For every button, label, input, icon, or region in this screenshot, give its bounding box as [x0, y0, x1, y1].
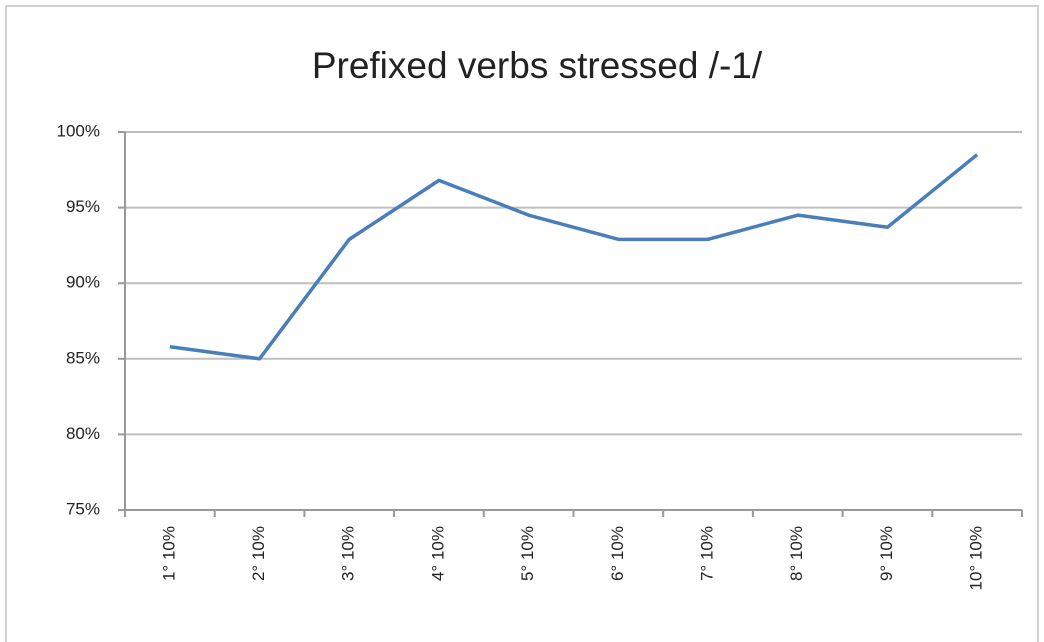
y-tick-label: 80% [66, 424, 100, 443]
x-tick-label: 7° 10% [698, 526, 717, 581]
y-tick-label: 100% [57, 121, 100, 140]
y-tick-label: 95% [66, 197, 100, 216]
y-tick-label: 75% [66, 499, 100, 518]
x-tick-label: 3° 10% [339, 526, 358, 581]
y-tick-label: 90% [66, 273, 100, 292]
chart-border [5, 5, 1039, 642]
x-tick-label: 6° 10% [608, 526, 627, 581]
y-tick-label: 85% [66, 348, 100, 367]
chart-title: Prefixed verbs stressed /-1/ [312, 45, 763, 86]
x-tick-label: 9° 10% [877, 526, 896, 581]
x-tick-label: 1° 10% [159, 526, 178, 581]
x-tick-label: 5° 10% [518, 526, 537, 581]
x-tick-label: 8° 10% [787, 526, 806, 581]
x-tick-label: 10° 10% [967, 526, 986, 590]
x-tick-label: 2° 10% [249, 526, 268, 581]
data-line [169, 153, 979, 361]
x-tick-label: 4° 10% [428, 526, 447, 581]
